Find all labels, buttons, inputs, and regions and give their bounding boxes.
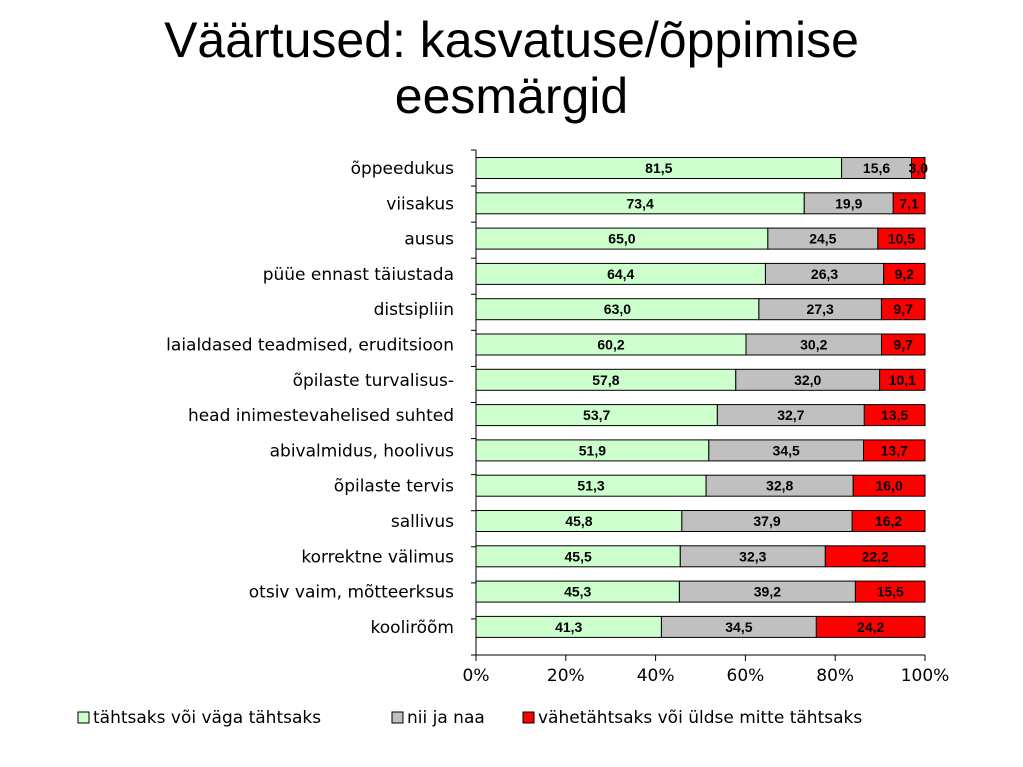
legend-label: nii ja naa — [407, 708, 485, 728]
bar-segment — [824, 545, 926, 568]
bar-segment — [854, 580, 926, 603]
category-label: õpilaste tervis — [334, 477, 454, 497]
legend-label: tähtsaks või väga tähtsaks — [93, 708, 321, 728]
legend-swatch — [522, 711, 535, 724]
data-label: 45,5 — [565, 548, 592, 564]
data-label: 32,7 — [777, 407, 804, 423]
slide-title-line1: Väärtused: kasvatuse/õppimise — [164, 12, 859, 68]
x-tick-label: 60% — [727, 666, 765, 686]
category-label: korrektne välimus — [301, 547, 454, 567]
data-label: 13,5 — [881, 407, 908, 423]
data-label: 81,5 — [645, 160, 672, 176]
category-label: sallivus — [391, 512, 454, 532]
data-label: 39,2 — [754, 584, 781, 600]
data-label: 10,1 — [889, 372, 916, 388]
data-label: 51,3 — [577, 478, 604, 494]
category-label: otsiv vaim, mõtteerksus — [249, 583, 454, 603]
data-label: 32,0 — [794, 372, 821, 388]
data-label: 16,2 — [875, 513, 902, 529]
x-tick-label: 20% — [547, 666, 585, 686]
category-label: laialdased teadmised, eruditsioon — [166, 336, 454, 356]
slide-title-line2: eesmärgid — [394, 68, 629, 124]
x-tick-label: 80% — [816, 666, 854, 686]
data-label: 63,0 — [604, 301, 631, 317]
bar-segment — [863, 439, 926, 462]
data-label: 22,2 — [862, 548, 889, 564]
data-label: 9,2 — [895, 266, 915, 282]
data-label: 10,5 — [888, 231, 915, 247]
bar-segment — [879, 368, 926, 391]
bar-segment — [883, 262, 926, 285]
category-label: õpilaste turvalisus- — [293, 371, 454, 391]
category-label: ausus — [404, 230, 454, 250]
bar-segment — [911, 157, 926, 179]
bar-segment — [880, 333, 926, 356]
data-label: 41,3 — [555, 619, 582, 635]
x-tick-label: 100% — [901, 666, 950, 686]
bar-segment — [877, 227, 926, 250]
data-label: 19,9 — [835, 195, 862, 211]
data-label: 9,7 — [893, 301, 913, 317]
category-label: viisakus — [386, 194, 454, 214]
data-label: 51,9 — [579, 442, 606, 458]
data-label: 37,9 — [753, 513, 780, 529]
bar-segment — [892, 192, 926, 215]
data-label: 32,8 — [766, 478, 793, 494]
data-label: 32,3 — [739, 548, 766, 564]
category-label: koolirõõm — [371, 618, 454, 638]
data-label: 26,3 — [811, 266, 838, 282]
data-label: 15,5 — [877, 584, 904, 600]
data-label: 7,1 — [899, 195, 919, 211]
data-label: 45,8 — [565, 513, 592, 529]
data-label: 9,7 — [894, 337, 914, 353]
bar-segment — [852, 474, 926, 497]
data-label: 34,5 — [773, 442, 800, 458]
x-tick-label: 0% — [463, 666, 490, 686]
data-label: 53,7 — [583, 407, 610, 423]
category-label: abivalmidus, hoolivus — [270, 441, 455, 461]
category-label: head inimestevahelised suhted — [188, 406, 454, 426]
data-label: 45,3 — [564, 584, 591, 600]
category-label: püüe ennast täiustada — [263, 265, 454, 285]
data-label: 13,7 — [881, 442, 908, 458]
legend-label: vähetähtsaks või üldse mitte tähtsaks — [538, 708, 862, 728]
bar-segment — [815, 615, 926, 638]
data-label: 60,2 — [597, 337, 624, 353]
data-label: 15,6 — [863, 160, 890, 176]
x-tick-label: 40% — [637, 666, 675, 686]
data-label: 30,2 — [800, 337, 827, 353]
legend-swatch — [77, 711, 90, 724]
data-label: 64,4 — [607, 266, 634, 282]
data-label: 57,8 — [592, 372, 619, 388]
bar-segment — [851, 510, 926, 532]
data-label: 3,0 — [909, 160, 929, 176]
legend-swatch — [391, 711, 404, 724]
category-label: õppeedukus — [351, 159, 455, 179]
bar-segment — [880, 298, 926, 321]
data-label: 27,3 — [807, 301, 834, 317]
category-label: distsipliin — [374, 300, 454, 320]
data-label: 24,5 — [809, 231, 836, 247]
data-label: 34,5 — [725, 619, 752, 635]
bar-segment — [863, 404, 926, 427]
data-label: 73,4 — [627, 195, 654, 211]
data-label: 65,0 — [608, 231, 635, 247]
data-label: 24,2 — [857, 619, 884, 635]
data-label: 16,0 — [875, 478, 902, 494]
slide-title: Väärtused: kasvatuse/õppimise eesmärgid — [0, 12, 1023, 124]
